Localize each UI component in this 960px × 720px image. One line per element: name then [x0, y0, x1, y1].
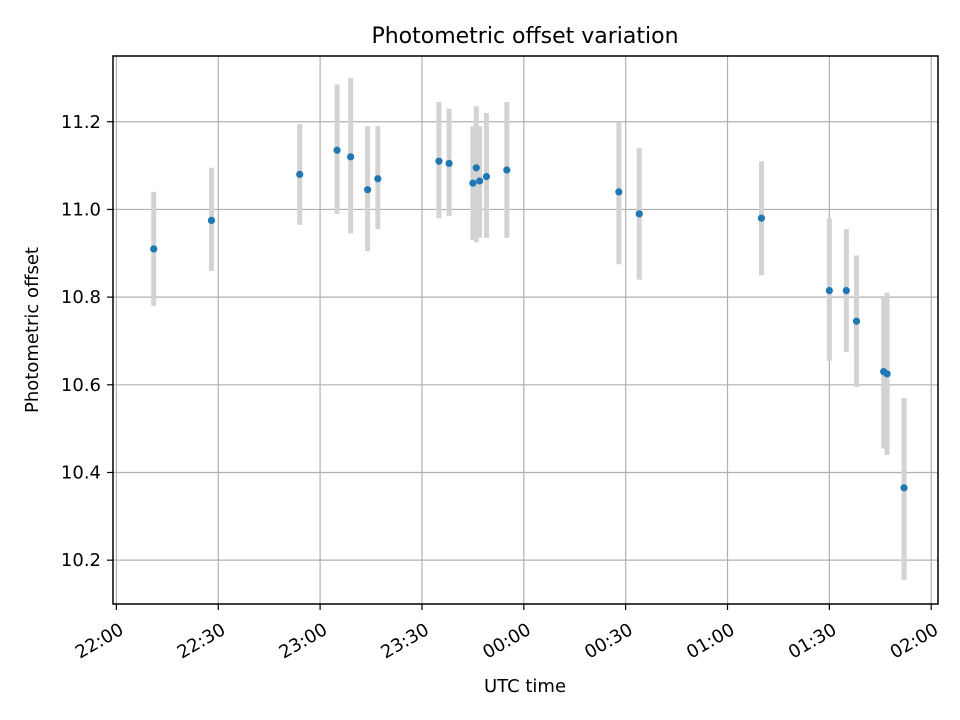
y-ticks: 10.2 10.4 10.6 10.8 11.0 11.2 — [61, 112, 113, 571]
x-tick-label: 01:00 — [683, 619, 738, 663]
data-point — [482, 172, 491, 181]
x-axis-label: UTC time — [484, 676, 566, 697]
x-ticks: 22:00 22:30 23:00 23:30 00:00 00:30 01:00 01:30… — [72, 604, 942, 663]
y-tick-label: 10.4 — [61, 462, 101, 483]
y-tick-label: 10.2 — [61, 550, 101, 571]
x-tick-label: 23:00 — [276, 619, 331, 663]
x-tick-label: 02:00 — [887, 619, 942, 663]
data-point — [900, 484, 908, 492]
data-point — [347, 153, 355, 161]
y-tick-label: 11.0 — [61, 199, 101, 220]
grid — [113, 56, 938, 604]
data-point — [445, 159, 453, 168]
data-point — [207, 216, 216, 224]
data-point — [842, 286, 850, 295]
y-tick-label: 10.8 — [61, 287, 101, 308]
data-point — [852, 317, 861, 325]
x-tick-label: 22:30 — [174, 619, 229, 663]
x-tick-label: 23:30 — [377, 619, 432, 663]
y-tick-label: 10.6 — [61, 375, 101, 396]
x-tick-label: 01:30 — [785, 619, 840, 663]
error-bars — [151, 77, 907, 580]
data-point — [435, 157, 443, 165]
y-axis-label: Photometric offset — [22, 247, 43, 413]
data-point — [635, 210, 643, 218]
data-point — [364, 186, 372, 194]
data-point — [476, 177, 484, 185]
data-point — [615, 188, 623, 196]
x-tick-label: 00:00 — [479, 619, 534, 663]
data-point — [374, 175, 382, 183]
data-point — [503, 166, 511, 174]
data-point — [469, 179, 477, 187]
data-point — [296, 170, 304, 178]
data-point — [472, 164, 480, 172]
x-tick-label: 00:30 — [581, 619, 636, 663]
plot-frame — [112, 55, 939, 605]
data-point — [825, 286, 833, 295]
chart-title: Photometric offset variation — [371, 24, 678, 49]
data-point — [333, 146, 341, 154]
data-point — [150, 245, 158, 253]
data-point — [883, 370, 891, 378]
data-point — [757, 214, 766, 222]
data-points — [150, 146, 908, 492]
x-tick-label: 22:00 — [72, 619, 127, 663]
y-tick-label: 11.2 — [61, 112, 101, 133]
